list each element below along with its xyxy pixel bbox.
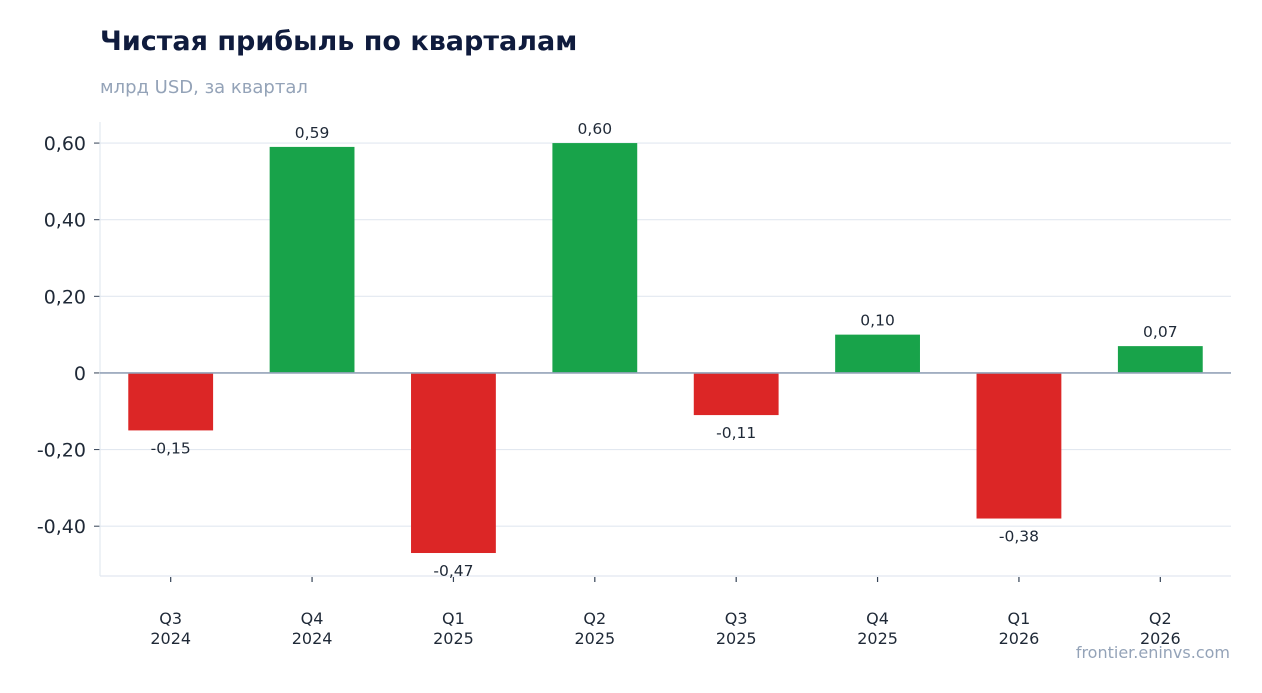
source-credit: frontier.eninvs.com <box>1075 643 1230 662</box>
bar <box>128 372 214 431</box>
y-tick-label: -0,20 <box>37 440 86 462</box>
x-tick-label: Q2 2026 <box>1140 609 1181 648</box>
y-tick-label: 0 <box>74 363 86 385</box>
x-tick-label: Q1 2025 <box>433 609 474 648</box>
y-tick-label: 0,20 <box>44 286 86 308</box>
data-label: -0,11 <box>716 424 756 442</box>
data-label: -0,15 <box>151 439 191 457</box>
x-tick-label: Q4 2025 <box>857 609 898 648</box>
bar <box>411 372 496 554</box>
data-label: 0,07 <box>1143 323 1178 341</box>
data-label: 0,59 <box>295 124 330 142</box>
bar <box>976 372 1062 519</box>
y-tick-label: -0,40 <box>37 516 86 538</box>
chart-title: Чистая прибыль по кварталам <box>100 26 578 57</box>
y-tick-label: 0,60 <box>44 133 86 155</box>
x-tick-label: Q1 2026 <box>999 609 1040 648</box>
data-label: 0,60 <box>578 120 613 138</box>
data-label: -0,47 <box>433 562 473 580</box>
x-tick-label: Q4 2024 <box>292 609 333 648</box>
bar <box>269 146 355 373</box>
x-tick-label: Q3 2025 <box>716 609 757 648</box>
bar <box>552 143 638 373</box>
bar <box>693 372 779 416</box>
data-label: -0,38 <box>999 528 1039 546</box>
bar <box>1117 346 1203 373</box>
y-tick-label: 0,40 <box>44 210 86 232</box>
data-label: 0,10 <box>860 312 895 330</box>
x-tick-label: Q3 2024 <box>150 609 191 648</box>
chart-subtitle: млрд USD, за квартал <box>100 77 308 98</box>
x-tick-label: Q2 2025 <box>574 609 615 648</box>
bar <box>835 334 920 373</box>
